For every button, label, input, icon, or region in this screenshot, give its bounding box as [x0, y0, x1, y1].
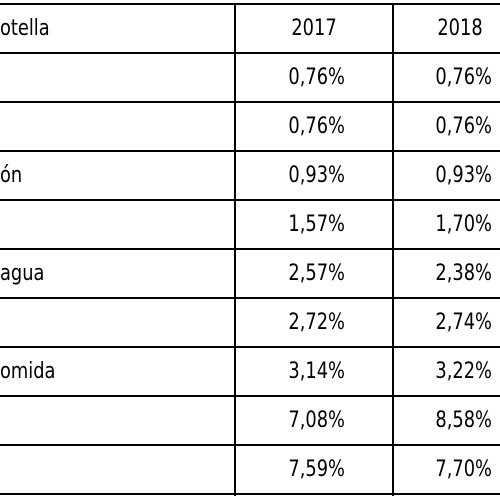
row-border: [0, 199, 500, 201]
row-border: [0, 346, 500, 348]
value-cell: 0,93%: [435, 163, 492, 188]
row-border: [0, 150, 500, 152]
value-cell: 0,76%: [435, 114, 492, 139]
value-cell: 0,76%: [435, 65, 492, 90]
row-border: [0, 297, 500, 299]
row-border: [0, 3, 500, 5]
value-cell: 8,58%: [435, 408, 492, 433]
column-border: [392, 4, 394, 496]
row-border: [0, 444, 500, 446]
value-cell: 3,14%: [288, 359, 345, 384]
value-cell: 2,38%: [435, 261, 492, 286]
row-border: [0, 52, 500, 54]
value-cell: 2,72%: [288, 310, 345, 335]
value-cell: 3,22%: [435, 359, 492, 384]
value-cell: 0,76%: [288, 114, 345, 139]
header-cell: 2018: [437, 16, 483, 41]
value-cell: 0,76%: [288, 65, 345, 90]
value-cell: 2,74%: [435, 310, 492, 335]
row-label: ón: [0, 163, 23, 188]
row-label: agua: [0, 261, 45, 286]
row-label: omida: [0, 359, 56, 384]
row-border: [0, 493, 500, 495]
value-cell: 1,57%: [288, 212, 345, 237]
value-cell: 7,59%: [288, 457, 345, 482]
row-border: [0, 101, 500, 103]
value-cell: 0,93%: [288, 163, 345, 188]
value-cell: 1,70%: [435, 212, 492, 237]
column-border: [234, 4, 236, 496]
row-border: [0, 395, 500, 397]
value-cell: 7,70%: [435, 457, 492, 482]
value-cell: 2,57%: [288, 261, 345, 286]
header-cell: otella: [0, 16, 50, 41]
value-cell: 7,08%: [288, 408, 345, 433]
header-cell: 2017: [291, 16, 337, 41]
row-border: [0, 248, 500, 250]
